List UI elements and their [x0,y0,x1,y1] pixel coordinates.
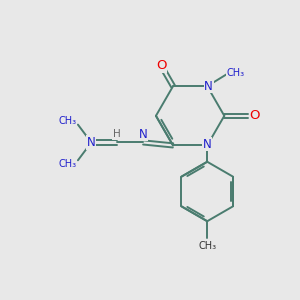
Text: N: N [87,136,96,149]
Text: N: N [203,138,212,151]
Text: H: H [113,129,120,139]
Text: CH₃: CH₃ [58,116,76,126]
Text: CH₃: CH₃ [198,241,216,251]
Text: O: O [156,59,166,72]
Text: O: O [249,109,260,122]
Text: CH₃: CH₃ [58,159,76,169]
Text: CH₃: CH₃ [227,68,245,78]
Text: N: N [204,80,213,93]
Text: N: N [139,128,148,141]
